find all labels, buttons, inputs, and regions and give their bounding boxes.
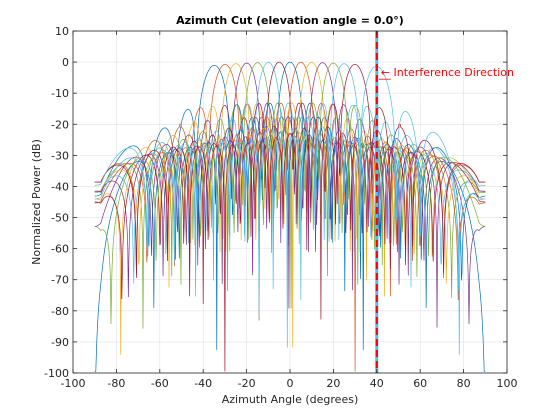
y-tick-label: -30 <box>51 149 69 162</box>
beam-series-line <box>94 62 486 325</box>
y-tick-label: -80 <box>51 305 69 318</box>
x-tick-label: 80 <box>457 377 471 390</box>
y-tick-label: -50 <box>51 212 69 225</box>
y-tick-label: -70 <box>51 274 69 287</box>
y-tick-label: -10 <box>51 87 69 100</box>
x-tick-label: 20 <box>326 377 340 390</box>
plot-area: ← Interference Direction -100 -80 -60 -40 -2… <box>44 25 517 390</box>
x-tick-label: 60 <box>413 377 427 390</box>
tick-marks <box>72 30 508 374</box>
y-tick-label: -20 <box>51 118 69 131</box>
x-tick-label: 40 <box>370 377 384 390</box>
interference-group: ← Interference Direction <box>375 31 514 373</box>
series-group <box>94 61 486 372</box>
x-tick-label: 0 <box>287 377 294 390</box>
x-tick-label: -80 <box>107 377 125 390</box>
beam-series-line <box>94 64 486 372</box>
x-tick-label: -100 <box>61 377 86 390</box>
x-tick-label: -20 <box>238 377 256 390</box>
beam-series-line <box>94 64 486 292</box>
x-axis-title: Azimuth Angle (degrees) <box>222 393 359 406</box>
y-tick-label: -60 <box>51 243 69 256</box>
beam-series-line <box>94 61 486 321</box>
beam-series-line <box>94 66 486 318</box>
beam-series-line <box>94 63 486 355</box>
y-tick-label: -90 <box>51 336 69 349</box>
y-tick-label: -40 <box>51 180 69 193</box>
y-tick-label: 0 <box>62 56 69 69</box>
interference-label: ← Interference Direction <box>381 66 514 79</box>
x-tick-label: -60 <box>151 377 169 390</box>
chart-title: Azimuth Cut (elevation angle = 0.0°) <box>176 14 404 27</box>
y-axis-title: Normalized Power (dB) <box>30 139 43 265</box>
y-tick-label: -100 <box>44 367 69 380</box>
beam-series-line <box>94 61 486 372</box>
x-tick-label: -40 <box>194 377 212 390</box>
y-tick-label: 10 <box>55 25 69 38</box>
x-tick-label: 100 <box>497 377 518 390</box>
tick-labels: -100 -80 -60 -40 -20 0 20 40 60 80 100100-10-20-30… <box>44 25 517 390</box>
beam-series-line <box>94 61 486 288</box>
